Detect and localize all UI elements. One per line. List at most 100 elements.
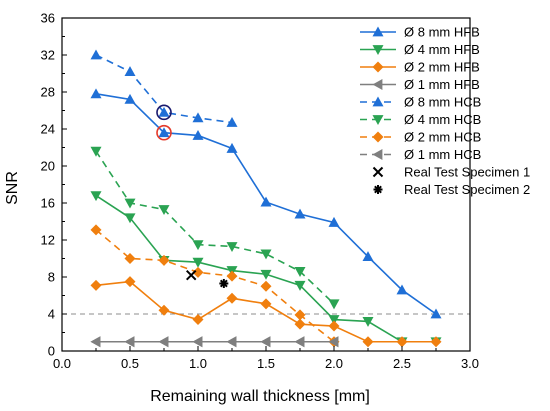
legend-marker — [372, 131, 384, 143]
data-point — [362, 251, 374, 262]
data-point — [90, 279, 102, 291]
data-point — [124, 276, 136, 288]
specimen-point-1 — [185, 269, 197, 281]
series-7 — [90, 336, 339, 348]
series-layer — [90, 49, 442, 348]
series-2 — [90, 276, 442, 348]
legend-label: Ø 1 mm HFB — [404, 77, 480, 92]
legend-label: Real Test Specimen 1 — [404, 165, 530, 180]
legend-marker — [372, 166, 384, 178]
legend-marker — [372, 45, 384, 55]
data-point — [158, 205, 170, 215]
data-point — [226, 336, 237, 348]
y-tick-label: 32 — [41, 48, 55, 63]
legend-specimen-1: Real Test Specimen 1 — [372, 165, 530, 180]
legend-entry-3: Ø 1 mm HFB — [360, 77, 480, 92]
legend-marker — [372, 26, 384, 37]
x-tick-label: 0.5 — [121, 356, 139, 371]
data-point — [294, 280, 306, 291]
data-point — [328, 320, 340, 332]
legend-label: Ø 2 mm HCB — [404, 130, 481, 145]
data-point — [328, 216, 340, 227]
data-point — [294, 267, 306, 277]
y-axis-title: SNR — [4, 171, 21, 205]
data-point — [192, 240, 204, 251]
legend-marker-spoke — [374, 185, 382, 194]
data-point — [192, 266, 204, 278]
legend-label: Ø 4 mm HFB — [404, 42, 480, 57]
data-point — [226, 292, 238, 304]
legend-marker — [372, 61, 384, 73]
data-point — [192, 257, 204, 268]
x-tick-label: 1.5 — [257, 356, 275, 371]
x-tick-label: 1.0 — [189, 356, 207, 371]
y-tick-label: 28 — [41, 85, 55, 100]
axes: 0 4 8 12 16 20 24 28 32 36 0.0 0.5 1.0 1.5 2.0 2.5 3.0 — [41, 11, 480, 372]
data-point — [226, 117, 238, 127]
y-tick-label: 12 — [41, 233, 55, 248]
data-point — [294, 318, 306, 330]
data-point — [260, 280, 272, 292]
data-point — [124, 213, 136, 224]
data-point — [124, 198, 136, 209]
data-point — [226, 270, 238, 282]
data-point — [430, 336, 442, 348]
legend-label: Ø 8 mm HFB — [404, 25, 480, 40]
data-point — [226, 242, 238, 252]
legend: Ø 8 mm HFB Ø 4 mm HFB Ø 2 mm HFB Ø 1 mm HFB… — [360, 25, 530, 197]
data-point — [328, 299, 340, 310]
y-tick-label: 24 — [41, 122, 55, 137]
data-point — [158, 106, 170, 117]
legend-label: Ø 4 mm HCB — [404, 112, 481, 127]
series-4 — [90, 49, 238, 127]
data-point — [158, 254, 170, 266]
data-point — [294, 309, 306, 321]
data-point — [362, 336, 374, 348]
highlight-circle-1 — [156, 104, 172, 121]
data-point — [260, 336, 271, 348]
data-point — [430, 308, 442, 319]
x-tick-label: 2.0 — [325, 356, 343, 371]
data-point — [124, 336, 135, 348]
legend-marker-stroke-b — [372, 166, 384, 178]
y-tick-label: 4 — [48, 307, 55, 322]
highlight-circle-2 — [156, 124, 172, 141]
data-point — [192, 314, 204, 326]
legend-marker — [372, 149, 383, 160]
series-line — [95, 150, 335, 305]
data-point — [90, 146, 102, 157]
legend-entry-7: Ø 1 mm HCB — [360, 147, 481, 162]
legend-marker — [372, 96, 384, 107]
legend-entry-2: Ø 2 mm HFB — [360, 60, 480, 75]
data-point — [192, 336, 203, 348]
y-tick-label: 8 — [48, 270, 55, 285]
data-point — [192, 129, 204, 140]
data-point — [396, 284, 408, 295]
legend-entry-4: Ø 8 mm HCB — [360, 95, 481, 110]
data-point — [158, 127, 170, 138]
data-point — [396, 336, 408, 348]
legend-specimen-2: Real Test Specimen 2 — [373, 182, 530, 197]
data-point — [90, 191, 102, 202]
data-point — [362, 317, 374, 327]
legend-marker — [372, 79, 383, 90]
data-point — [124, 253, 136, 264]
data-point — [260, 269, 272, 280]
data-point — [90, 336, 101, 348]
legend-label: Ø 8 mm HCB — [404, 95, 481, 110]
legend-label: Ø 1 mm HCB — [404, 147, 481, 162]
legend-label: Real Test Specimen 2 — [404, 182, 530, 197]
data-point — [328, 315, 340, 326]
specimen-point-2-spoke — [219, 279, 228, 288]
data-point — [124, 66, 136, 77]
data-point — [294, 208, 306, 219]
x-axis-title: Remaining wall thickness [mm] — [150, 388, 370, 405]
data-point — [124, 93, 136, 104]
data-point — [328, 336, 339, 348]
y-tick-label: 36 — [41, 11, 55, 26]
legend-entry-1: Ø 4 mm HFB — [360, 42, 480, 57]
data-point — [260, 196, 272, 207]
data-point — [90, 88, 102, 99]
legend-entry-5: Ø 4 mm HCB — [360, 112, 481, 127]
